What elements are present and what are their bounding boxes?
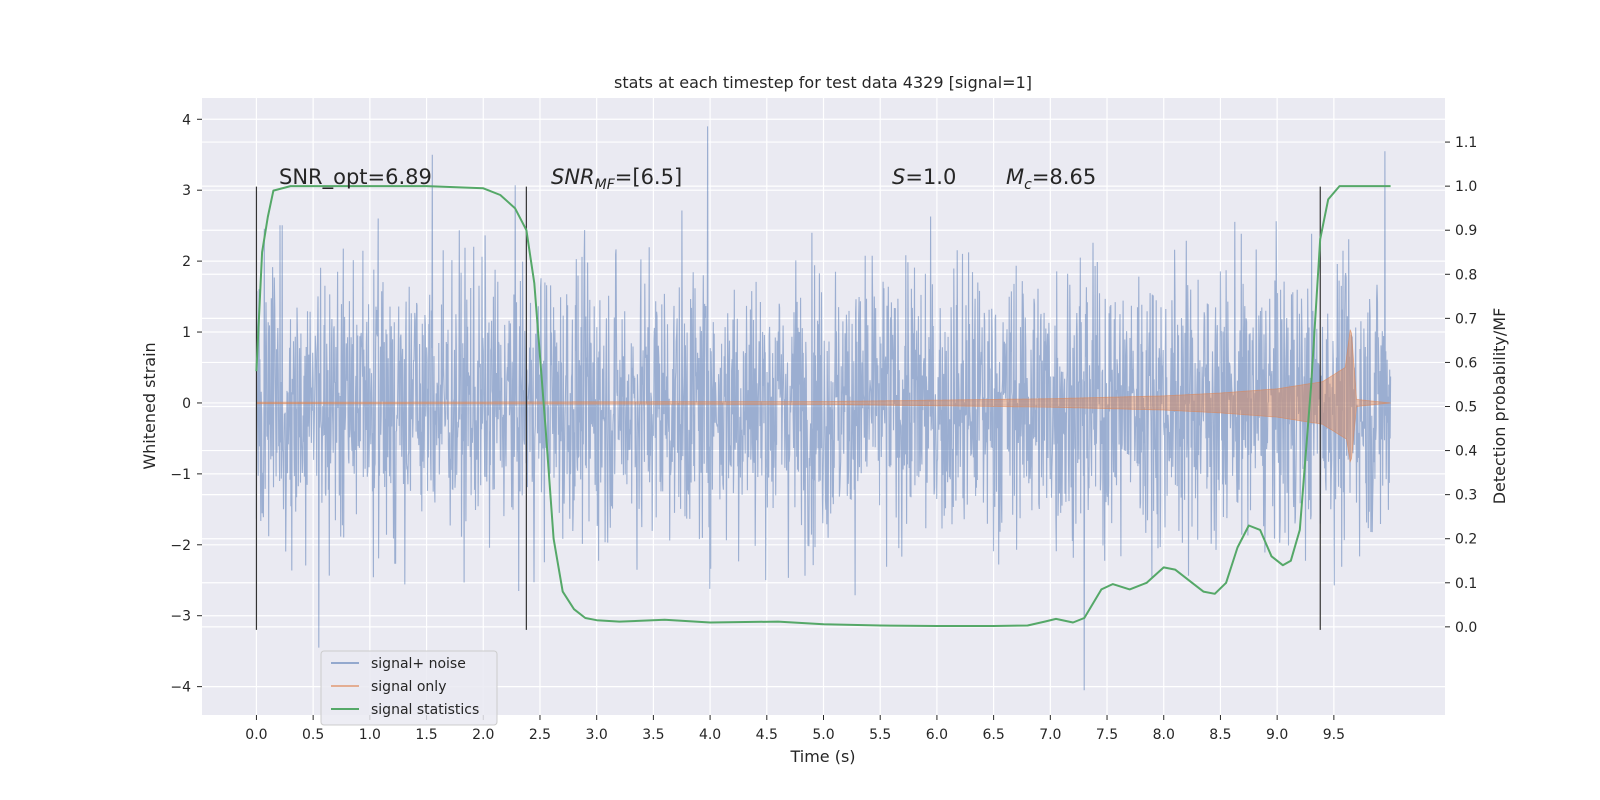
annotation-s: S=1.0 [892,165,956,189]
annotation-s-value: =1.0 [905,165,956,189]
y-left-tick-label: −4 [170,680,191,696]
x-tick-label: 4.0 [699,727,721,743]
y-left-tick-label: −3 [170,609,191,625]
x-tick-label: 1.5 [415,727,437,743]
series-signal-statistics [255,185,1391,627]
annotations: SNR_opt=6.89 SNRMF=[6.5] S=1.0 Mc=8.65 [279,165,1096,193]
x-tick-label: 9.5 [1323,727,1345,743]
y-right-tick-label: 0.5 [1455,400,1477,416]
y-right-tick-label: 0.2 [1455,532,1477,548]
line-signal-plus-noise [255,126,1392,691]
series-signal-only [255,329,1391,463]
y-axis-right-ticks: 0.0 0.1 0.2 0.3 0.4 0.5 0.6 0.7 0.8 0.9 1.0 1.1 [1445,135,1477,636]
x-tick-label: 3.0 [586,727,608,743]
y-right-tick-label: 0.1 [1455,576,1477,592]
legend-label-signal-only: signal only [371,679,446,695]
chart-title: stats at each timestep for test data 432… [614,73,1032,92]
annotation-snr-mf-symbol: SNR [551,165,595,189]
annotation-snr-opt: SNR_opt=6.89 [279,165,432,190]
y-right-tick-label: 0.7 [1455,311,1477,327]
y-right-tick-label: 1.0 [1455,179,1477,195]
area-signal-only [255,329,1391,463]
y-left-tick-label: 4 [182,112,191,128]
y-axis-right-label: Detection probability/MF [1490,308,1509,505]
y-right-tick-label: 1.1 [1455,135,1477,151]
y-left-tick-label: 0 [182,396,191,412]
x-tick-label: 6.0 [926,727,948,743]
legend-label-signal-plus-noise: signal+ noise [371,656,466,672]
y-right-tick-label: 0.6 [1455,355,1477,371]
x-tick-label: 0.5 [302,727,324,743]
y-left-tick-label: 2 [182,254,191,270]
y-right-tick-label: 0.0 [1455,620,1477,636]
line-signal-statistics [255,185,1391,627]
y-right-tick-label: 0.9 [1455,223,1477,239]
annotation-snr-mf: SNRMF=[6.5] [551,165,682,193]
annotation-mc-symbol: M [1006,165,1024,189]
x-tick-label: 2.0 [472,727,494,743]
annotation-s-symbol: S [892,165,905,189]
vertical-markers [255,186,1321,630]
x-tick-label: 7.5 [1096,727,1118,743]
x-tick-label: 3.5 [642,727,664,743]
y-right-tick-label: 0.3 [1455,488,1477,504]
x-tick-label: 6.5 [982,727,1004,743]
y-right-tick-label: 0.4 [1455,444,1477,460]
legend: signal+ noise signal only signal statist… [320,650,498,726]
x-tick-label: 5.0 [812,727,834,743]
x-tick-label: 5.5 [869,727,891,743]
annotation-mc-value: =8.65 [1032,165,1096,189]
y-right-tick-label: 0.8 [1455,267,1477,283]
annotation-snr-mf-value: =[6.5] [615,165,682,189]
y-left-tick-label: −1 [170,467,191,483]
series-signal-plus-noise [255,126,1392,691]
y-axis-left-label: Whitened strain [140,342,159,469]
x-tick-label: 0.0 [245,727,267,743]
y-left-tick-label: −2 [170,538,191,554]
annotation-snr-mf-subscript: MF [595,177,616,193]
legend-box [320,650,498,726]
x-tick-label: 1.0 [359,727,381,743]
annotation-mc-subscript: c [1024,177,1032,193]
x-axis-ticks: 0.0 0.5 1.0 1.5 2.0 2.5 3.0 3.5 4.0 4.5 5.0 5.5 6.0 6… [245,715,1345,743]
x-tick-label: 8.0 [1153,727,1175,743]
y-axis-left-ticks: −4 −3 −2 −1 0 1 2 3 4 [170,112,202,696]
x-tick-label: 9.0 [1266,727,1288,743]
x-tick-label: 7.0 [1039,727,1061,743]
y-left-tick-label: 1 [182,325,191,341]
x-axis-label: Time (s) [789,747,855,766]
y-left-tick-label: 3 [182,183,191,199]
legend-label-signal-statistics: signal statistics [371,702,479,718]
x-tick-label: 8.5 [1209,727,1231,743]
annotation-mc: Mc=8.65 [1006,165,1096,193]
x-tick-label: 4.5 [756,727,778,743]
x-tick-label: 2.5 [529,727,551,743]
